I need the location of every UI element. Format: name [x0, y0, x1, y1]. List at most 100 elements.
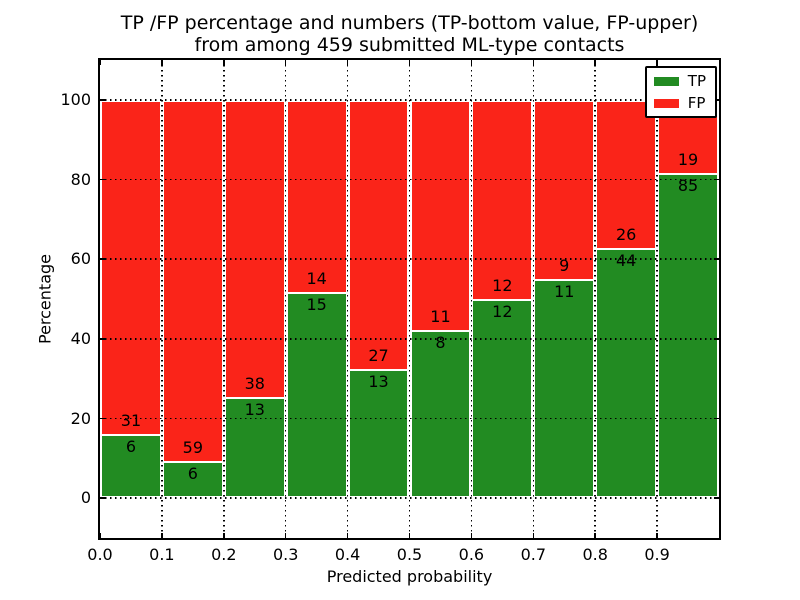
y-tick-mark: [100, 99, 105, 101]
tp-bar-segment: [100, 433, 162, 499]
x-tick-mark: [284, 60, 287, 65]
x-tick-label: 0.5: [396, 545, 423, 564]
y-tick-mark: [714, 338, 719, 340]
y-tick-mark: [100, 338, 105, 340]
tp-count-label: 6: [125, 436, 137, 456]
legend: TP FP: [644, 66, 717, 118]
tp-count-label: 6: [187, 464, 198, 484]
x-tick-label: 0.8: [582, 545, 608, 564]
fp-count-label: 14: [306, 269, 327, 289]
x-tick-mark: [161, 60, 163, 65]
x-gridline: [470, 60, 473, 538]
x-tick-mark: [656, 60, 658, 65]
x-tick-mark: [656, 533, 658, 538]
fp-bar-segment: [161, 99, 224, 462]
tp-bar-segment: [347, 368, 410, 499]
tp-bar-segment: [595, 247, 658, 499]
y-tick-label: 60: [70, 249, 91, 269]
fp-count-label: 19: [677, 149, 699, 169]
tp-legend-swatch-icon: [653, 76, 679, 86]
x-tick-mark: [223, 60, 225, 65]
y-tick-mark: [714, 497, 719, 499]
x-tick-label: 0.1: [149, 545, 175, 564]
y-tick-mark: [714, 258, 719, 260]
x-tick-mark: [470, 533, 473, 538]
y-tick-label: 0: [80, 488, 91, 508]
x-tick-mark: [346, 60, 349, 65]
x-tick-label: 0.9: [644, 545, 670, 564]
fp-count-label: 9: [559, 256, 570, 276]
fp-count-label: 38: [244, 373, 265, 393]
fp-count-label: 26: [615, 224, 637, 244]
y-tick-mark: [100, 497, 105, 499]
x-gridline: [594, 60, 596, 538]
x-tick-label: 0.3: [272, 545, 299, 564]
fp-bar-segment: [347, 99, 410, 369]
y-tick-label: 80: [70, 169, 91, 189]
x-tick-mark: [594, 533, 596, 538]
tp-bar-segment: [657, 172, 719, 499]
fp-count-label: 59: [182, 438, 204, 458]
fp-legend-label: FP: [687, 94, 706, 112]
x-tick-mark: [99, 533, 101, 538]
tp-bar-segment: [223, 396, 286, 499]
x-tick-label: 0.7: [520, 545, 547, 564]
chart-title-line2: from among 459 submitted ML-type contact…: [194, 34, 625, 56]
x-gridline: [346, 60, 349, 538]
x-tick-mark: [470, 60, 473, 65]
x-gridline: [284, 60, 287, 538]
fp-count-label: 12: [492, 276, 513, 295]
fp-count-label: 11: [430, 307, 451, 327]
tp-legend-label: TP: [687, 72, 706, 90]
x-tick-mark: [408, 60, 411, 65]
fp-bar-segment: [533, 99, 596, 280]
tp-bar-segment: [533, 279, 596, 499]
fp-bar-segment: [100, 99, 162, 434]
x-tick-mark: [223, 533, 225, 538]
tp-count-label: 85: [677, 175, 699, 195]
tp-count-label: 12: [492, 302, 513, 321]
x-axis-label: Predicted probability: [326, 567, 493, 586]
tp-bar-segment: [285, 292, 348, 499]
x-tick-label: 0.0: [87, 545, 113, 564]
y-tick-label: 100: [60, 89, 91, 109]
x-gridline: [161, 60, 163, 538]
y-tick-mark: [714, 178, 719, 181]
x-tick-mark: [594, 60, 596, 65]
x-tick-mark: [408, 533, 411, 538]
tp-bar-segment: [471, 299, 534, 499]
y-tick-mark: [714, 417, 719, 420]
fp-bar-segment: [595, 99, 658, 248]
tp-bar-segment: [409, 330, 472, 499]
tp-count-label: 8: [435, 333, 446, 353]
plot-area: TP FP 31 6 59 6 38 13 14 15 27 13 11 8 12 12 9 11 26 44 19…: [98, 58, 721, 540]
legend-entry-fp: FP: [653, 94, 706, 112]
fp-bar-segment: [409, 99, 472, 331]
x-tick-mark: [532, 60, 535, 65]
legend-entry-tp: TP: [653, 72, 706, 90]
fp-bar-segment: [285, 99, 348, 293]
tp-count-label: 11: [554, 282, 575, 302]
fp-count-label: 31: [120, 410, 142, 430]
fp-bar-segment: [223, 99, 286, 397]
x-tick-label: 0.2: [211, 545, 237, 564]
x-tick-mark: [284, 533, 287, 538]
y-tick-label: 40: [70, 328, 91, 348]
x-gridline: [656, 60, 658, 538]
y-tick-label: 20: [70, 408, 91, 428]
x-tick-mark: [346, 533, 349, 538]
x-tick-mark: [161, 533, 163, 538]
x-gridline: [532, 60, 535, 538]
chart-title-line1: TP /FP percentage and numbers (TP-bottom…: [120, 12, 699, 34]
x-tick-label: 0.6: [458, 545, 485, 564]
tp-count-label: 44: [615, 250, 637, 270]
y-tick-mark: [100, 258, 105, 260]
x-gridline: [408, 60, 411, 538]
y-tick-mark: [100, 417, 105, 420]
fp-bar-segment: [471, 99, 534, 299]
y-tick-mark: [100, 178, 105, 181]
x-tick-label: 0.4: [334, 545, 361, 564]
chart-title: TP /FP percentage and numbers (TP-bottom…: [100, 12, 719, 56]
tp-count-label: 15: [306, 295, 327, 315]
